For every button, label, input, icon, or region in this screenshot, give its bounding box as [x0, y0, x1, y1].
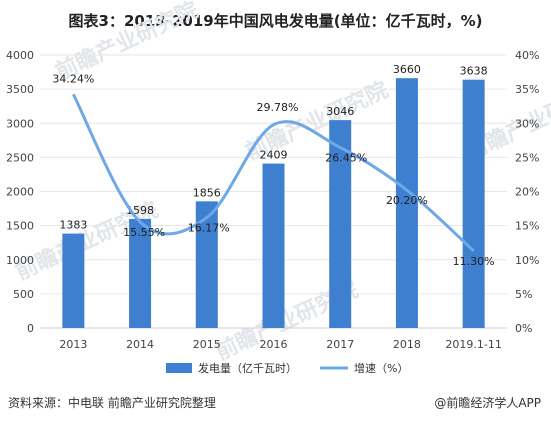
rate-value-label: 15.55% — [123, 226, 165, 239]
bar — [129, 218, 152, 328]
chart-title: 图表3：2013-2019年中国风电发电量(单位：亿千瓦时，%) — [68, 12, 483, 30]
y-left-tick-label: 0 — [27, 322, 34, 335]
y-left-tick-label: 2500 — [6, 151, 34, 164]
x-tick-label: 2019.1-11 — [445, 338, 501, 351]
bar — [329, 120, 352, 328]
x-tick-label: 2018 — [393, 338, 421, 351]
bar-value-label: 1856 — [193, 186, 221, 199]
y-right-tick-label: 40% — [515, 49, 539, 62]
rate-value-label: 29.78% — [257, 101, 299, 114]
source-note: 资料来源：中电联 前瞻产业研究院整理 — [8, 396, 216, 410]
bar-value-label: 3638 — [460, 65, 488, 78]
y-left-tick-label: 3000 — [6, 117, 34, 130]
x-tick-label: 2017 — [326, 338, 354, 351]
bar — [462, 79, 485, 328]
x-tick-label: 2013 — [59, 338, 87, 351]
growth-rate-line — [72, 93, 475, 252]
y-left-tick-label: 1000 — [6, 254, 34, 267]
bar — [195, 201, 218, 328]
y-right-tick-label: 20% — [515, 186, 539, 199]
y-left-tick-label: 1500 — [6, 220, 34, 233]
x-tick-label: 2016 — [260, 338, 288, 351]
rate-value-label: 34.24% — [52, 72, 94, 85]
bar-value-label: 2409 — [260, 149, 288, 162]
rate-value-label: 16.17% — [188, 222, 230, 235]
y-right-tick-label: 10% — [515, 254, 539, 267]
credit-note: @前瞻经济学人APP — [434, 396, 541, 410]
y-right-tick-label: 5% — [515, 288, 532, 301]
bar-value-label: 3660 — [393, 63, 421, 76]
legend-label-bar: 发电量（亿千瓦时） — [198, 361, 297, 375]
rate-value-label: 20.20% — [386, 194, 428, 207]
bar — [395, 78, 418, 328]
y-left-tick-label: 2000 — [6, 186, 34, 199]
x-tick-label: 2014 — [126, 338, 154, 351]
legend-label-line: 增速（%） — [354, 361, 408, 375]
rate-value-label: 11.30% — [453, 255, 495, 268]
y-left-tick-label: 500 — [13, 288, 34, 301]
y-left-tick-label: 3500 — [6, 83, 34, 96]
bar-value-label: 3046 — [326, 105, 354, 118]
legend-swatch-bar — [166, 363, 192, 373]
y-left-tick-label: 4000 — [6, 49, 34, 62]
bar — [62, 233, 85, 328]
rate-value-label: 26.45% — [325, 151, 367, 164]
bar-value-label: 1383 — [59, 219, 87, 232]
bar — [262, 163, 285, 328]
y-right-tick-label: 35% — [515, 83, 539, 96]
y-right-tick-label: 0% — [515, 322, 532, 335]
x-tick-label: 2015 — [193, 338, 221, 351]
y-right-tick-label: 30% — [515, 117, 539, 130]
y-right-tick-label: 15% — [515, 220, 539, 233]
y-right-tick-label: 25% — [515, 151, 539, 164]
